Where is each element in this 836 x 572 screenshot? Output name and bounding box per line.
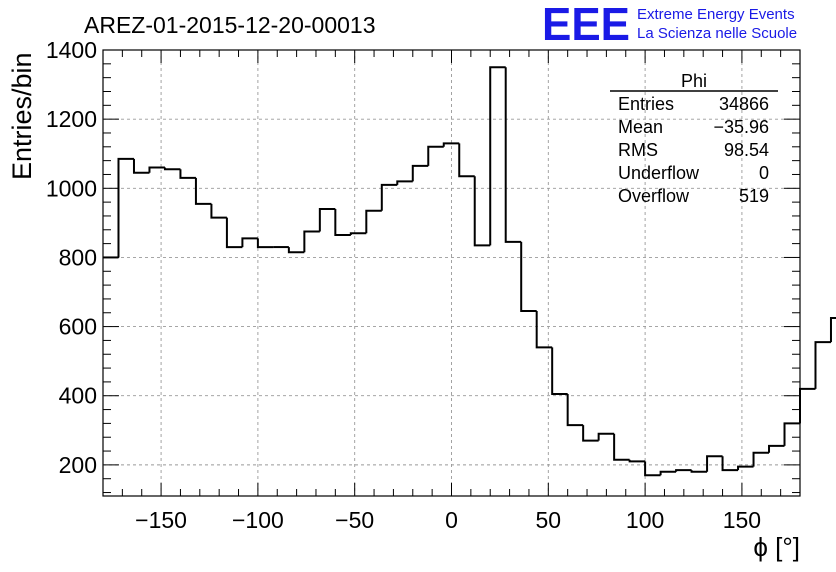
histogram-bin xyxy=(318,208,336,232)
eee-logo-line2: La Scienza nelle Scuole xyxy=(637,25,797,42)
x-axis-label: ϕ [°] xyxy=(753,532,800,562)
histogram-bin xyxy=(566,394,584,427)
grid-lines xyxy=(103,50,800,496)
stats-row-overflow: Overflow 519 xyxy=(618,186,769,206)
histogram-bin xyxy=(535,311,553,349)
stats-label: Underflow xyxy=(618,163,700,183)
chart-title: AREZ-01-2015-12-20-00013 xyxy=(84,12,376,38)
histogram-bin xyxy=(752,451,770,467)
histogram-bin xyxy=(458,143,475,178)
histogram-bin xyxy=(225,217,243,249)
histogram-bin xyxy=(380,183,398,211)
histogram-bin xyxy=(814,341,831,389)
histogram-bin xyxy=(349,232,367,235)
histogram-bin xyxy=(489,66,506,246)
x-tick-label: 100 xyxy=(626,507,664,533)
histogram-bin xyxy=(442,142,460,147)
stats-row-rms: RMS 98.54 xyxy=(618,140,769,160)
histogram-bin xyxy=(706,455,723,472)
histogram-bin xyxy=(644,461,661,477)
histogram-bin xyxy=(551,347,568,396)
histogram-bin xyxy=(690,470,708,473)
y-tick-label: 200 xyxy=(59,452,97,478)
x-tick-label: 150 xyxy=(723,507,761,533)
y-tick-label: 1000 xyxy=(46,175,97,201)
stats-row-mean: Mean −35.96 xyxy=(618,117,769,137)
stats-row-entries: Entries 34866 xyxy=(618,94,769,114)
stats-value: −35.96 xyxy=(713,117,769,137)
eee-logo-letters: EEE xyxy=(542,0,630,50)
axis-ticks xyxy=(103,49,800,496)
histogram-bin xyxy=(117,157,134,258)
histogram-bars xyxy=(103,66,836,477)
eee-logo: EEE Extreme Energy Events La Scienza nel… xyxy=(542,0,797,50)
histogram-bin xyxy=(659,470,677,476)
histogram-bin xyxy=(210,203,227,219)
histogram-bin xyxy=(520,241,537,313)
stats-box: Phi Entries 34866 Mean −35.96 RMS 98.54 … xyxy=(610,71,778,206)
x-tick-label: 0 xyxy=(445,507,458,533)
y-tick-label: 1400 xyxy=(46,37,97,63)
stats-label: Overflow xyxy=(618,186,690,206)
x-tick-label: 50 xyxy=(536,507,562,533)
x-tick-label: −150 xyxy=(135,507,187,533)
histogram-bin xyxy=(287,247,305,254)
histogram-bin xyxy=(303,230,320,253)
histogram-bin xyxy=(799,387,816,424)
histogram-bin xyxy=(829,316,836,343)
y-tick-label: 1200 xyxy=(46,106,97,132)
stats-label: Mean xyxy=(618,117,663,137)
histogram-bin xyxy=(737,465,754,471)
histogram-bin xyxy=(768,444,785,453)
stats-value: 34866 xyxy=(719,94,769,114)
histogram-bin xyxy=(721,456,739,472)
histogram-bin xyxy=(163,167,181,171)
stats-row-underflow: Underflow 0 xyxy=(618,163,769,183)
histogram-bin xyxy=(504,67,522,243)
stats-label: Entries xyxy=(618,94,674,114)
histogram-bin xyxy=(427,145,444,166)
histogram-bin xyxy=(179,169,196,179)
stats-value: 519 xyxy=(739,186,769,206)
histogram-bin xyxy=(396,180,413,185)
histogram-bin xyxy=(194,177,212,205)
eee-logo-line1: Extreme Energy Events xyxy=(637,6,795,23)
histogram-bin xyxy=(256,238,274,249)
y-axis-label: Entries/bin xyxy=(7,52,37,180)
histogram-bin xyxy=(365,209,382,234)
histogram-bin xyxy=(783,422,800,446)
histogram-bin xyxy=(473,176,491,247)
histogram-bin xyxy=(675,469,692,472)
histogram-bin xyxy=(132,158,150,174)
x-tick-label: −100 xyxy=(232,507,284,533)
histogram-bin xyxy=(148,166,165,173)
histogram-bin xyxy=(411,164,429,182)
histogram-bin xyxy=(628,459,646,463)
stats-name: Phi xyxy=(681,71,707,91)
y-tick-label: 400 xyxy=(59,383,97,409)
x-tick-label: −50 xyxy=(335,507,374,533)
histogram-bin xyxy=(582,425,599,442)
stats-label: RMS xyxy=(618,140,658,160)
stats-value: 98.54 xyxy=(724,140,769,160)
histogram-bin xyxy=(613,433,630,461)
stats-value: 0 xyxy=(759,163,769,183)
histogram-bin xyxy=(334,209,351,236)
y-tick-label: 600 xyxy=(59,314,97,340)
tick-labels: −150 −100 −50 0 50 100 150 200 400 600 800 1000 1200… xyxy=(46,37,761,533)
y-tick-label: 800 xyxy=(59,244,97,270)
histogram-bin xyxy=(241,237,258,248)
histogram-bin xyxy=(597,432,615,441)
